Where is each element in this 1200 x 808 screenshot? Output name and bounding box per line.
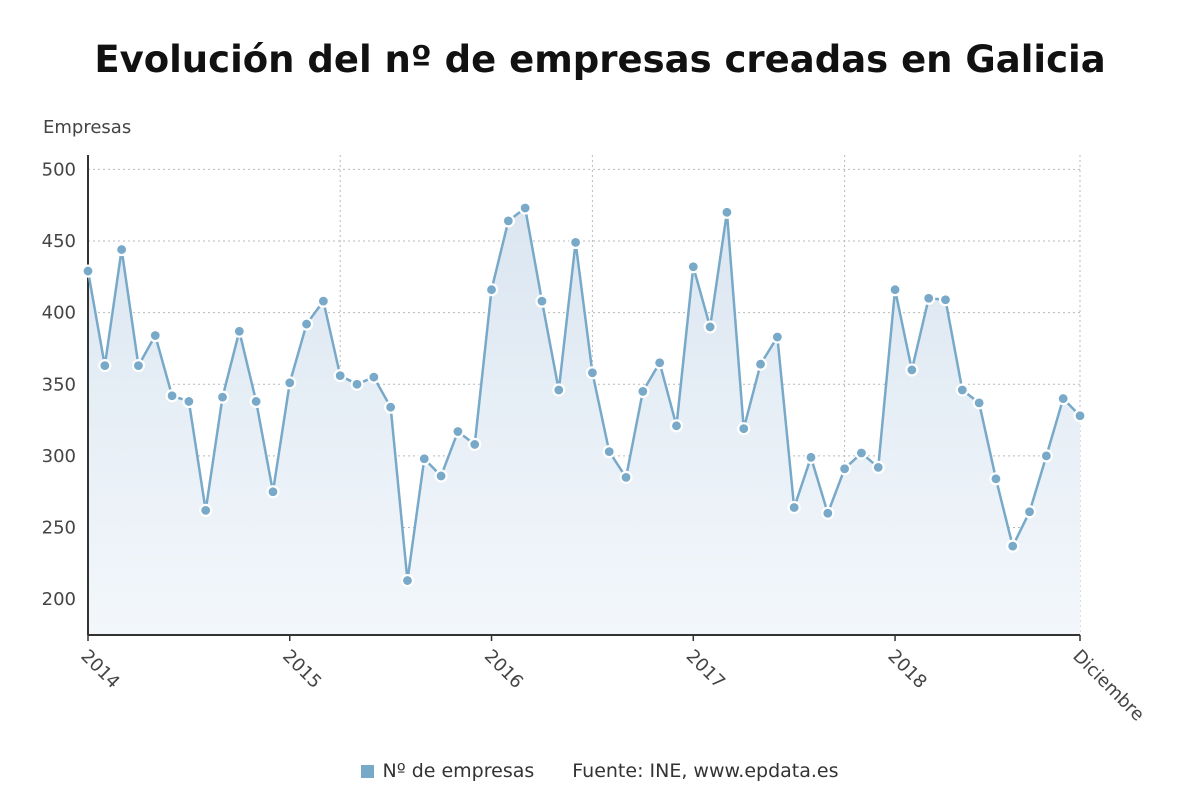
data-point[interactable]: 285 [619, 470, 633, 484]
data-point[interactable]: 308 [468, 437, 482, 452]
source-note: Fuente: INE, www.epdata.es [572, 760, 838, 782]
data-point[interactable]: 299 [804, 450, 818, 464]
data-point[interactable]: 342 [165, 389, 179, 403]
source-text: Fuente: INE, www.epdata.es [572, 760, 839, 782]
data-point[interactable]: 302 [854, 446, 869, 460]
data-point[interactable]: 432 [686, 260, 700, 274]
data-point[interactable]: 292 [871, 460, 885, 474]
x-tick-label: 2014 [76, 646, 123, 693]
y-tick-label: 350 [42, 374, 76, 395]
legend-swatch-icon [361, 764, 375, 778]
x-tick-label: 2016 [480, 646, 527, 693]
data-point[interactable]: 275 [266, 485, 280, 499]
legend-series-label: Nº de empresas [382, 760, 535, 782]
data-point[interactable]: 416 [888, 283, 902, 297]
data-point[interactable]: 264 [787, 500, 801, 515]
data-point[interactable]: 337 [972, 396, 986, 410]
data-point[interactable]: 321 [669, 419, 684, 433]
markers: 4293634443633843423382623413873382753513… [81, 201, 1087, 588]
data-point[interactable]: 284 [989, 472, 1003, 486]
data-point[interactable]: 365 [653, 356, 667, 370]
data-point[interactable]: 363 [131, 359, 146, 373]
y-axis-label: Empresas [43, 117, 131, 138]
data-point[interactable]: 261 [1022, 505, 1037, 519]
data-point[interactable]: 341 [215, 390, 230, 404]
data-point[interactable]: 338 [182, 394, 196, 409]
data-point[interactable]: 355 [367, 370, 381, 384]
data-point[interactable]: 317 [451, 424, 465, 439]
data-point[interactable]: 237 [1006, 539, 1020, 553]
chart-title: Evolución del nº de empresas creadas en … [94, 38, 1106, 81]
data-point[interactable]: 449 [568, 235, 583, 249]
y-tick-label: 400 [42, 303, 76, 324]
data-point[interactable]: 286 [434, 469, 448, 483]
data-point[interactable]: 408 [535, 294, 549, 308]
data-point[interactable]: 390 [703, 320, 717, 334]
legend-item-series[interactable]: Nº de empresas [361, 760, 534, 782]
data-point[interactable]: 346 [955, 383, 969, 397]
x-tick-label: 2017 [682, 646, 729, 693]
data-point[interactable]: 410 [922, 291, 936, 305]
data-point[interactable]: 464 [501, 214, 515, 228]
y-tick-label: 450 [42, 231, 76, 252]
data-point[interactable]: 383 [770, 330, 784, 344]
legend: Nº de empresas Fuente: INE, www.epdata.e… [0, 760, 1200, 782]
data-point[interactable]: 356 [333, 369, 347, 383]
data-point[interactable]: 387 [232, 324, 246, 338]
data-point[interactable]: 262 [199, 503, 213, 517]
data-point[interactable]: 345 [636, 384, 650, 399]
data-point[interactable]: 351 [283, 376, 297, 390]
area-path [88, 208, 1080, 635]
y-tick-label: 500 [42, 159, 76, 180]
data-point[interactable]: 392 [299, 317, 314, 331]
y-tick-label: 250 [42, 518, 76, 539]
data-point[interactable]: 334 [384, 400, 398, 414]
data-point[interactable]: 338 [249, 394, 263, 409]
data-point[interactable]: 340 [1056, 391, 1070, 406]
data-point[interactable]: 291 [838, 462, 852, 476]
data-point[interactable]: 444 [115, 242, 129, 257]
area-fill [88, 208, 1080, 635]
data-point[interactable]: 319 [737, 422, 751, 436]
data-point[interactable]: 409 [938, 293, 953, 307]
x-tick-label: 2015 [278, 646, 325, 693]
data-point[interactable]: 350 [350, 377, 364, 391]
x-tick-label: 2018 [884, 646, 931, 693]
data-point[interactable]: 473 [518, 201, 532, 215]
x-tick-label: Diciembre [1068, 646, 1148, 726]
data-point[interactable]: 364 [753, 357, 768, 371]
y-tick-label: 300 [42, 446, 76, 467]
axes [87, 155, 1081, 641]
data-point[interactable]: 429 [81, 264, 95, 278]
data-point[interactable]: 408 [316, 294, 330, 308]
series-line [86, 206, 1081, 582]
x-tick-labels: 2014 2015 2016 2017 2018 Diciembre [76, 646, 1148, 726]
data-point[interactable]: 360 [905, 363, 919, 377]
data-point[interactable]: 213 [400, 573, 415, 588]
data-point[interactable]: 328 [1073, 409, 1087, 423]
data-point[interactable]: 303 [602, 445, 616, 459]
data-point[interactable]: 470 [720, 205, 734, 219]
data-point[interactable]: 363 [98, 359, 112, 373]
data-point[interactable]: 298 [417, 452, 431, 466]
data-point[interactable]: 346 [552, 383, 566, 397]
data-point[interactable]: 384 [148, 328, 162, 343]
data-point[interactable]: 416 [484, 283, 499, 297]
data-point[interactable]: 260 [821, 506, 835, 520]
series-line-group [86, 206, 1081, 582]
data-point[interactable]: 300 [1039, 449, 1053, 463]
y-tick-labels: 200 250 300 350 400 450 500 [42, 159, 76, 610]
data-point[interactable]: 358 [585, 366, 600, 380]
y-tick-label: 200 [42, 589, 76, 610]
